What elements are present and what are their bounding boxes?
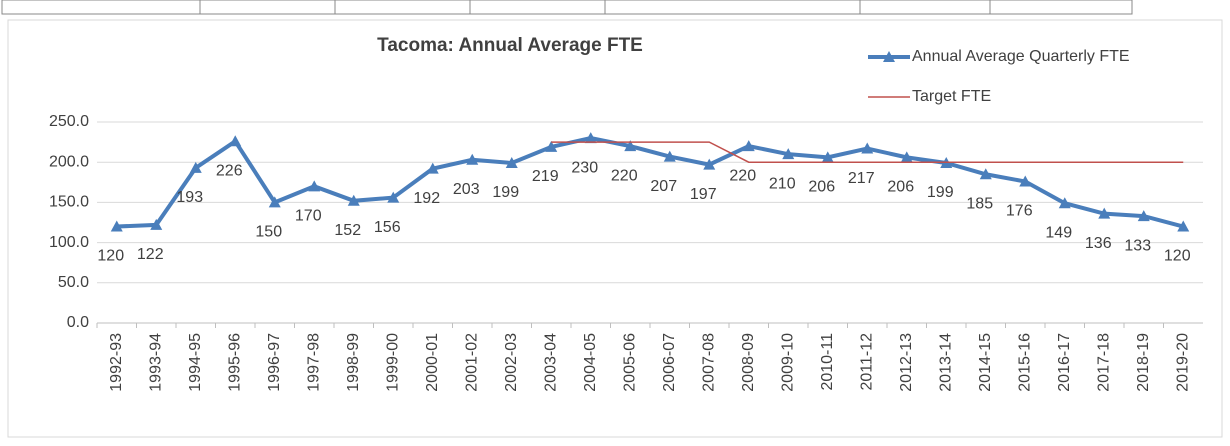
- x-tick-label: 2005-06: [621, 333, 638, 392]
- data-label: 122: [137, 246, 164, 263]
- data-label: 220: [611, 167, 638, 184]
- x-tick-label: 1994-95: [187, 333, 204, 392]
- marker: [703, 158, 716, 170]
- x-tick-label: 2006-07: [661, 333, 678, 392]
- marker: [742, 140, 755, 152]
- x-tick-label: 2002-03: [503, 333, 520, 392]
- x-tick-label: 2012-13: [898, 333, 915, 392]
- data-label: 199: [927, 184, 954, 201]
- marker: [466, 153, 479, 165]
- marker: [110, 220, 123, 232]
- data-label: 156: [374, 219, 401, 236]
- marker: [268, 196, 281, 208]
- marker: [584, 132, 597, 144]
- marker: [189, 161, 202, 173]
- marker: [821, 151, 834, 163]
- marker: [308, 180, 321, 192]
- data-label: 226: [216, 163, 243, 180]
- marker: [1019, 175, 1032, 187]
- data-label: 199: [492, 184, 519, 201]
- x-tick-label: 2017-18: [1095, 333, 1112, 392]
- marker: [1098, 207, 1111, 219]
- marker: [663, 150, 676, 162]
- x-tick-label: 2018-19: [1135, 333, 1152, 392]
- marker: [1137, 210, 1150, 222]
- data-label: 206: [808, 179, 835, 196]
- data-label: 220: [729, 167, 756, 184]
- y-tick-label: 150.0: [49, 194, 89, 211]
- x-tick-label: 1999-00: [384, 333, 401, 392]
- x-tick-label: 1997-98: [305, 333, 322, 392]
- marker: [505, 157, 518, 169]
- x-tick-label: 2008-09: [740, 333, 757, 392]
- series-line: [551, 141, 1184, 163]
- x-tick-label: 1998-99: [345, 333, 362, 392]
- x-tick-label: 2011-12: [858, 333, 875, 391]
- y-tick-label: 50.0: [58, 274, 89, 291]
- x-tick-label: 2007-08: [700, 333, 717, 392]
- x-tick-label: 2004-05: [582, 333, 599, 392]
- legend-label: Annual Average Quarterly FTE: [912, 48, 1130, 65]
- data-label: 193: [176, 189, 203, 206]
- data-label: 185: [966, 195, 993, 212]
- series-line: [116, 136, 1184, 229]
- data-label: 219: [532, 168, 559, 185]
- marker: [861, 142, 874, 154]
- data-label: 197: [690, 186, 717, 203]
- marker: [426, 162, 439, 174]
- x-tick-label: 2015-16: [1016, 333, 1033, 392]
- data-label: 210: [769, 175, 796, 192]
- marker: [347, 194, 360, 206]
- marker: [782, 148, 795, 160]
- marker: [1058, 197, 1071, 209]
- x-tick-label: 1996-97: [266, 333, 283, 392]
- data-label: 136: [1085, 235, 1112, 252]
- marker: [979, 168, 992, 180]
- legend-marker: [883, 51, 895, 62]
- data-label: 192: [413, 190, 440, 207]
- x-tick-label: 2003-04: [542, 333, 559, 392]
- x-tick-label: 2014-15: [977, 333, 994, 392]
- data-label: 149: [1045, 224, 1072, 241]
- y-tick-label: 200.0: [49, 153, 89, 170]
- data-label: 206: [887, 179, 914, 196]
- y-tick-label: 100.0: [49, 234, 89, 251]
- x-tick-label: 2013-14: [937, 333, 954, 392]
- x-tick-label: 2009-10: [779, 333, 796, 392]
- data-label: 203: [453, 181, 480, 198]
- data-label: 170: [295, 208, 322, 225]
- marker: [900, 151, 913, 163]
- x-tick-label: 1992-93: [108, 333, 125, 392]
- chart-title: Tacoma: Annual Average FTE: [377, 35, 643, 56]
- sheet-row: [1, 0, 1133, 15]
- y-tick-label: 250.0: [49, 113, 89, 130]
- marker: [545, 140, 558, 152]
- chart-frame: [7, 19, 1223, 438]
- x-tick-label: 1995-96: [226, 333, 243, 392]
- data-label: 152: [334, 222, 361, 239]
- data-label: 133: [1124, 237, 1151, 254]
- x-tick-label: 2010-11: [819, 333, 836, 391]
- data-label: 230: [571, 159, 598, 176]
- data-label: 120: [97, 248, 124, 265]
- data-label: 207: [650, 178, 677, 195]
- x-tick-label: 2000-01: [424, 333, 441, 392]
- data-label: 217: [848, 170, 875, 187]
- marker: [387, 191, 400, 203]
- x-tick-label: 2016-17: [1056, 333, 1073, 392]
- data-label: 176: [1006, 203, 1033, 220]
- x-tick-label: 2019-20: [1174, 333, 1191, 392]
- x-tick-label: 1993-94: [147, 333, 164, 392]
- marker: [1177, 220, 1190, 232]
- marker: [624, 140, 637, 152]
- marker: [150, 218, 163, 230]
- marker: [229, 135, 242, 147]
- y-tick-label: 0.0: [67, 314, 89, 331]
- data-label: 150: [255, 224, 282, 241]
- legend-label: Target FTE: [912, 88, 991, 105]
- data-label: 120: [1164, 248, 1191, 265]
- x-tick-label: 2001-02: [463, 333, 480, 392]
